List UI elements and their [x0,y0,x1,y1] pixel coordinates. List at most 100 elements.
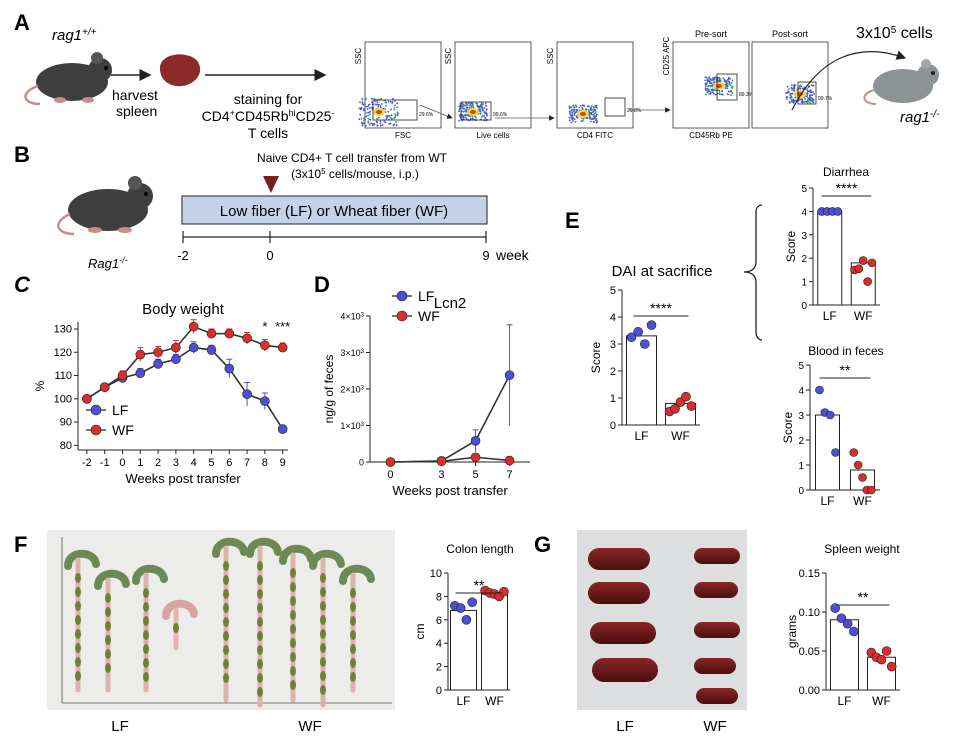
data-point-wf [853,460,863,470]
fecal-pellet [75,587,81,597]
chart-title: Lcn2 [434,295,467,312]
fecal-pellet [290,610,296,620]
fecal-pellet [320,601,326,611]
flow-event [793,90,795,92]
flow-event [588,112,591,115]
flow-event [706,80,709,83]
flow-event [391,102,394,104]
data-point-wf [153,347,163,358]
flow-event [394,100,396,102]
y-axis-label: grams [785,615,799,648]
flow-event [806,87,808,90]
flow-event [394,104,396,107]
flow-event [727,90,730,93]
flow-event [590,113,593,116]
flow-event [592,111,594,114]
flow-y-label: CD25 APC [662,36,671,75]
flow-event [461,102,464,105]
flow-event [807,96,809,99]
flow-event [801,87,804,90]
fecal-pellet [350,658,356,668]
x-tick-label: WF [485,694,504,708]
flow-event [709,85,712,88]
fecal-pellet [350,644,356,654]
spleen-specimen [696,688,738,704]
fecal-pellet [290,582,296,592]
flow-event [466,104,468,106]
colon-specimen [94,569,130,693]
y-tick-label: 0.15 [799,568,820,580]
flow-event [793,99,796,102]
y-tick-label: 0.00 [799,685,820,697]
significance-mark: ** [840,362,851,378]
fecal-pellet [223,575,229,585]
y-tick-label: 2 [610,366,616,378]
dai-chart: DAI at sacrifice 0 1 2 3 4 5 Score LF WF **** [589,263,712,443]
fecal-pellet [320,573,326,583]
flow-event [396,111,399,114]
colon-specimen [279,544,315,703]
data-point-wf [135,349,146,360]
flow-event [458,108,461,111]
flow-hotspot [376,110,382,114]
flow-event [812,101,815,104]
flow-event [370,101,373,104]
flow-event [370,122,373,125]
fecal-pellet [173,623,179,633]
flow-event [568,119,571,122]
data-point-wf [171,342,181,353]
flow-event [705,85,707,87]
flow-event [714,93,717,96]
fecal-pellet [257,659,263,669]
flow-event [574,112,576,114]
flow-event [726,87,729,90]
fecal-pellet [223,617,229,627]
flow-plot: 29.8% SSC CD4 FITC [546,41,642,140]
flow-event [570,109,573,112]
flow-event [569,112,571,114]
panel-e: E DAI at sacrifice 0 1 2 3 4 5 Score LF WF **** Di… [565,165,884,508]
flow-event [706,77,708,80]
x-axis-label: Weeks post transfer [125,471,241,486]
flow-event [574,120,577,123]
flow-event [458,105,461,108]
flow-event [806,101,808,104]
flow-event [378,116,380,119]
spleen-photo [577,530,747,710]
flow-event [810,94,813,96]
flow-event [379,124,382,127]
data-point-lf [825,410,835,420]
fecal-pellet [105,621,111,631]
cells-count: 3x105 cells [856,25,933,43]
flow-event [468,104,471,107]
flow-event [730,94,732,96]
flow-event [569,110,571,112]
x-tick-label: 3 [438,469,444,481]
flow-event [483,111,486,113]
harvest-line2: spleen [116,103,157,119]
flow-event [486,114,488,117]
fecal-pellet [75,671,81,681]
flow-event [377,105,380,108]
data-point-lf [455,603,466,613]
legend-label: LF [112,402,128,418]
flow-gate-percent: 99.6% [493,112,508,118]
flow-event [360,117,363,120]
diet-bar-label: Low fiber (LF) or Wheat fiber (WF) [220,203,448,220]
y-tick-label: 1 [801,278,807,289]
flow-event [377,104,380,106]
data-point-wf [504,455,515,466]
flow-event [582,104,585,107]
flow-event [484,111,487,113]
flow-event [385,115,388,117]
flow-event [726,83,728,86]
flow-event [705,93,707,96]
flow-event [384,111,387,113]
flow-event [789,94,792,97]
flow-event [786,95,788,98]
flow-event [393,113,396,115]
fecal-pellet [223,631,229,641]
flow-event [727,93,729,96]
fecal-pellet [320,643,326,653]
y-tick-label: 5 [801,184,807,195]
